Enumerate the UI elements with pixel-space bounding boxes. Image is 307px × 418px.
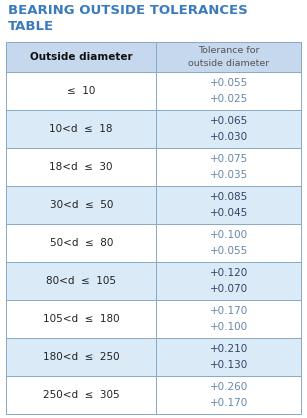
Text: +0.055: +0.055 xyxy=(210,246,248,255)
Text: +0.030: +0.030 xyxy=(210,132,248,142)
Text: +0.130: +0.130 xyxy=(210,359,248,370)
Bar xyxy=(157,148,301,186)
Text: +0.260: +0.260 xyxy=(210,382,248,393)
Text: ≤  10: ≤ 10 xyxy=(67,86,95,96)
Text: +0.210: +0.210 xyxy=(210,344,248,354)
Bar xyxy=(157,338,301,376)
Text: +0.120: +0.120 xyxy=(210,268,248,278)
Bar xyxy=(157,186,301,224)
Text: Tolerance for
outside diameter: Tolerance for outside diameter xyxy=(188,46,269,68)
Bar xyxy=(6,42,301,414)
Bar xyxy=(157,376,301,414)
Text: +0.065: +0.065 xyxy=(210,116,248,126)
Bar xyxy=(157,72,301,110)
Text: 30<d  ≤  50: 30<d ≤ 50 xyxy=(49,200,113,210)
Bar xyxy=(157,262,301,300)
Bar xyxy=(6,338,157,376)
Text: +0.035: +0.035 xyxy=(210,170,248,180)
Bar xyxy=(6,72,157,110)
Bar xyxy=(157,300,301,338)
Text: 180<d  ≤  250: 180<d ≤ 250 xyxy=(43,352,119,362)
Text: +0.075: +0.075 xyxy=(210,154,248,164)
Text: Outside diameter: Outside diameter xyxy=(30,52,133,62)
Bar xyxy=(6,376,157,414)
Bar xyxy=(157,110,301,148)
Bar xyxy=(6,186,157,224)
Bar xyxy=(6,42,157,72)
Text: 105<d  ≤  180: 105<d ≤ 180 xyxy=(43,314,119,324)
Text: +0.085: +0.085 xyxy=(210,192,248,202)
Text: 18<d  ≤  30: 18<d ≤ 30 xyxy=(49,162,113,172)
Text: +0.055: +0.055 xyxy=(210,79,248,88)
Text: 10<d  ≤  18: 10<d ≤ 18 xyxy=(49,124,113,134)
Bar xyxy=(157,224,301,262)
Text: TABLE: TABLE xyxy=(8,20,54,33)
Text: +0.100: +0.100 xyxy=(210,321,248,331)
Bar xyxy=(6,224,157,262)
Text: +0.170: +0.170 xyxy=(210,306,248,316)
Text: 80<d  ≤  105: 80<d ≤ 105 xyxy=(46,276,116,286)
Bar xyxy=(6,110,157,148)
Text: +0.170: +0.170 xyxy=(210,398,248,408)
Bar xyxy=(6,300,157,338)
Text: +0.045: +0.045 xyxy=(210,208,248,218)
Text: +0.100: +0.100 xyxy=(210,230,248,240)
Text: +0.025: +0.025 xyxy=(210,94,248,104)
Text: 50<d  ≤  80: 50<d ≤ 80 xyxy=(49,238,113,248)
Text: +0.070: +0.070 xyxy=(210,283,248,293)
Bar xyxy=(6,262,157,300)
Bar xyxy=(6,148,157,186)
Bar xyxy=(157,42,301,72)
Text: BEARING OUTSIDE TOLERANCES: BEARING OUTSIDE TOLERANCES xyxy=(8,4,248,17)
Text: 250<d  ≤  305: 250<d ≤ 305 xyxy=(43,390,119,400)
